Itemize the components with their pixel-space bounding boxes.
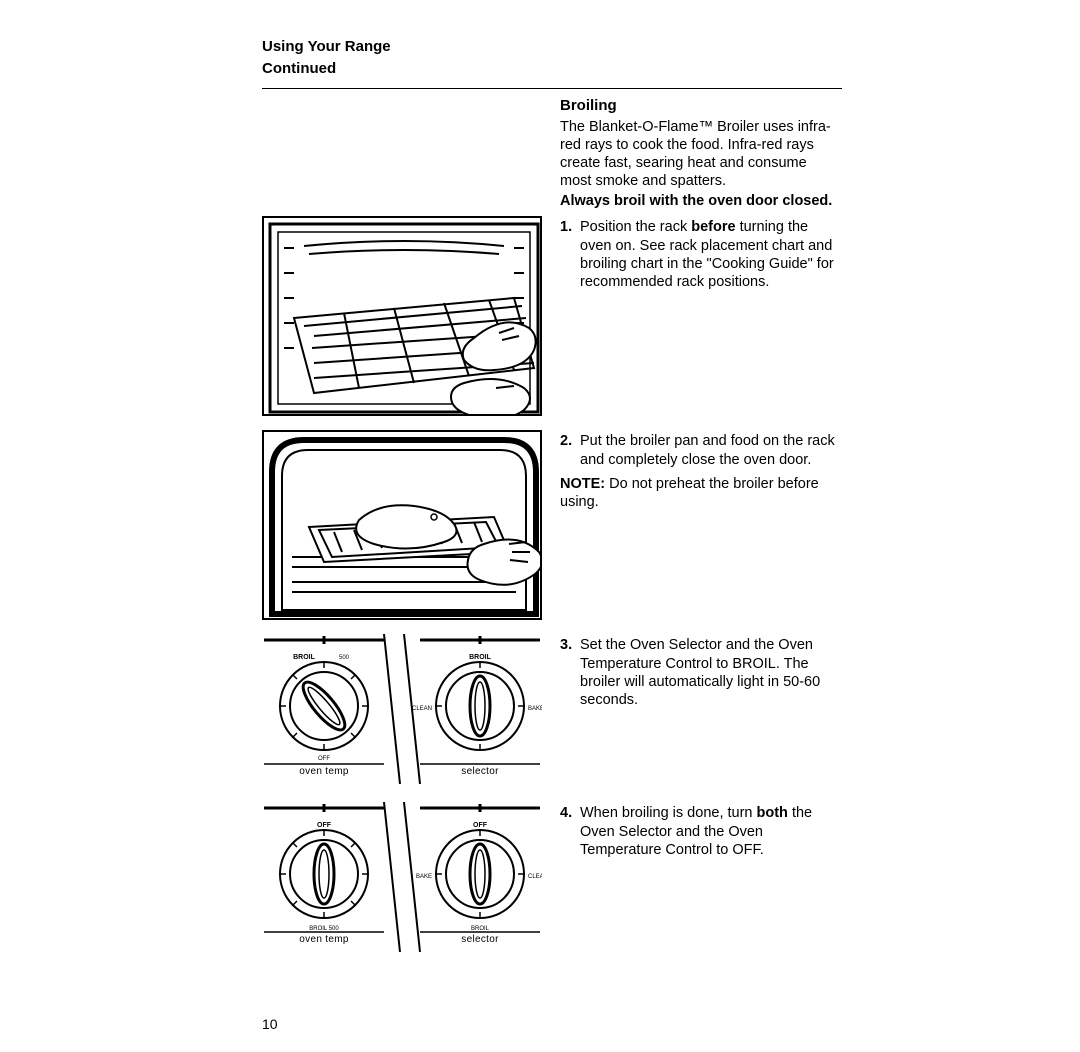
intro-row: Broiling The Blanket-O-Flame™ Broiler us… <box>262 95 842 210</box>
header-line-2: Continued <box>262 60 842 78</box>
knob-label-selector-2: selector <box>418 934 542 945</box>
step-number: 3. <box>560 636 580 709</box>
step-item: 4. When broiling is done, turn both the … <box>560 804 842 858</box>
step-item: 3. Set the Oven Selector and the Oven Te… <box>560 636 842 709</box>
svg-text:BROIL: BROIL <box>293 654 316 661</box>
knob-label-oven-temp-2: oven temp <box>262 934 386 945</box>
step-1-text: 1. Position the rack before turning the … <box>560 216 842 291</box>
svg-text:BROIL 500: BROIL 500 <box>309 926 339 932</box>
bold-notice: Always broil with the oven door closed. <box>560 192 842 210</box>
step-body: Put the broiler pan and food on the rack… <box>580 432 842 468</box>
step-item: 2. Put the broiler pan and food on the r… <box>560 432 842 468</box>
svg-text:BROIL: BROIL <box>471 926 490 932</box>
section-title: Broiling <box>560 97 842 116</box>
step-bold: both <box>757 805 788 821</box>
svg-text:CLEAN: CLEAN <box>528 874 542 880</box>
step-bold: before <box>691 219 735 235</box>
step-3-row: BROIL 500 OFF <box>262 634 842 784</box>
step-3-text: 3. Set the Oven Selector and the Oven Te… <box>560 634 842 709</box>
divider-top <box>262 88 842 89</box>
figure-3: BROIL 500 OFF <box>262 634 542 784</box>
step-item: 1. Position the rack before turning the … <box>560 218 842 291</box>
step-pre: Position the rack <box>580 219 691 235</box>
svg-text:BAKE: BAKE <box>416 874 432 880</box>
knobs-broil-illustration: BROIL 500 OFF <box>262 634 542 784</box>
svg-text:500: 500 <box>339 655 350 661</box>
intro-text: The Blanket-O-Flame™ Broiler uses infra-… <box>560 118 842 191</box>
broiler-pan-illustration <box>262 430 542 620</box>
step-body: Position the rack before turning the ove… <box>580 218 842 291</box>
note-label: NOTE: <box>560 476 605 492</box>
knob-label-selector: selector <box>418 766 542 777</box>
intro-right: Broiling The Blanket-O-Flame™ Broiler us… <box>560 95 842 210</box>
step-pre: When broiling is done, turn <box>580 805 757 821</box>
svg-text:OFF: OFF <box>473 822 488 829</box>
note-block: NOTE: Do not preheat the broiler before … <box>560 475 842 511</box>
step-pre: Set the Oven Selector and the Oven Tempe… <box>580 637 820 707</box>
step-number: 1. <box>560 218 580 291</box>
header-line-1: Using Your Range <box>262 38 842 56</box>
oven-rack-illustration <box>262 216 542 416</box>
svg-text:OFF: OFF <box>317 822 332 829</box>
manual-page: Using Your Range Continued Broiling The … <box>0 0 1080 1052</box>
figure-2 <box>262 430 542 620</box>
step-4-row: OFF BROIL 500 <box>262 802 842 952</box>
page-number: 10 <box>262 1016 278 1032</box>
content-area: Using Your Range Continued Broiling The … <box>262 38 842 952</box>
svg-text:BAKE: BAKE <box>528 706 542 712</box>
knob-label-oven-temp: oven temp <box>262 766 386 777</box>
step-1-row: 1. Position the rack before turning the … <box>262 216 842 416</box>
step-2-text: 2. Put the broiler pan and food on the r… <box>560 430 842 511</box>
svg-text:OFF: OFF <box>318 756 330 762</box>
figure-4: OFF BROIL 500 <box>262 802 542 952</box>
svg-text:BROIL: BROIL <box>469 654 492 661</box>
knobs-off-illustration: OFF BROIL 500 <box>262 802 542 952</box>
step-number: 2. <box>560 432 580 468</box>
step-body: Set the Oven Selector and the Oven Tempe… <box>580 636 842 709</box>
step-2-row: 2. Put the broiler pan and food on the r… <box>262 430 842 620</box>
step-number: 4. <box>560 804 580 858</box>
svg-text:CLEAN: CLEAN <box>412 706 432 712</box>
step-pre: Put the broiler pan and food on the rack… <box>580 433 835 467</box>
figure-1 <box>262 216 542 416</box>
step-body: When broiling is done, turn both the Ove… <box>580 804 842 858</box>
step-4-text: 4. When broiling is done, turn both the … <box>560 802 842 858</box>
